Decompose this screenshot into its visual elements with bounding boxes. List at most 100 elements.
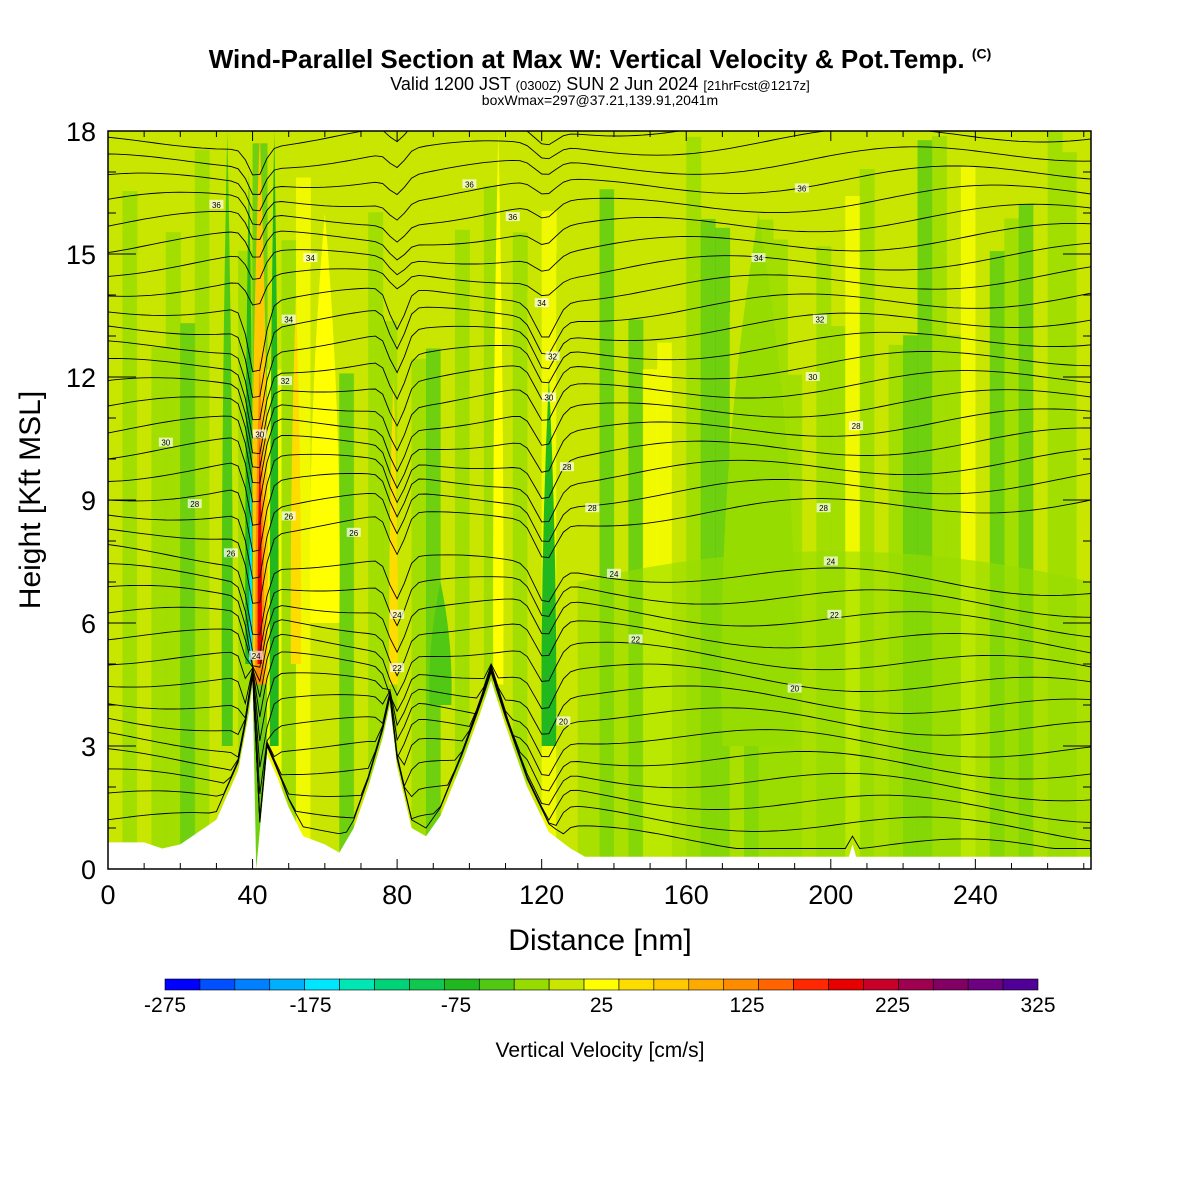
theta-label-bg xyxy=(827,609,842,619)
updraft-core xyxy=(493,131,504,685)
chart-title: Wind-Parallel Section at Max W: Vertical… xyxy=(208,44,992,74)
field-cell xyxy=(194,149,210,869)
updraft-core xyxy=(257,438,263,664)
theta-contour xyxy=(108,350,1091,455)
colorbar-swatch xyxy=(653,978,690,991)
theta-label: 36 xyxy=(465,180,474,189)
theta-contour xyxy=(108,584,1091,668)
theta-contour xyxy=(108,131,1091,195)
theta-label-bg xyxy=(794,183,809,193)
colorbar-swatch xyxy=(758,978,794,991)
theta-label: 24 xyxy=(610,570,619,579)
theta-label-bg xyxy=(390,609,405,619)
theta-label-bg xyxy=(823,556,838,566)
theta-label-bg xyxy=(534,298,549,308)
colorbar-tick-label: -175 xyxy=(289,994,331,1017)
theta-label: 32 xyxy=(815,316,824,325)
field-cell xyxy=(440,189,456,869)
theta-label: 20 xyxy=(559,717,568,726)
colorbar-swatch xyxy=(898,978,934,991)
theta-label-bg xyxy=(209,199,224,209)
field-cell xyxy=(136,255,152,869)
theta-label: 30 xyxy=(255,430,264,439)
theta-label-bg xyxy=(812,314,827,324)
theta-label-bg xyxy=(787,683,802,693)
theta-label-bg xyxy=(281,511,296,521)
colorbar-swatch xyxy=(548,978,585,991)
theta-label: 28 xyxy=(852,422,861,431)
y-tick-label: 15 xyxy=(66,240,96,270)
colorbar-swatch xyxy=(583,978,620,991)
theta-contour xyxy=(108,544,1091,636)
theta-label-bg xyxy=(252,429,267,439)
colorbar-tick-label: 225 xyxy=(875,994,910,1017)
x-tick-label: 80 xyxy=(382,880,412,910)
theta-contour xyxy=(108,222,1091,280)
field-cell xyxy=(353,188,369,869)
theta-label: 28 xyxy=(190,500,199,509)
field-cell xyxy=(180,323,196,869)
theta-label-bg xyxy=(849,421,864,431)
x-tick-label: 200 xyxy=(808,880,853,910)
theta-contour xyxy=(108,184,1091,243)
colorbar-tick-label: 125 xyxy=(729,994,764,1017)
theta-label: 34 xyxy=(537,299,546,308)
colorbar-swatch xyxy=(444,978,480,991)
x-tick-label: 160 xyxy=(664,880,709,910)
theta-label-bg xyxy=(628,634,643,644)
field-band xyxy=(577,551,1091,869)
theta-contour xyxy=(108,664,1091,768)
field-cell xyxy=(527,290,543,869)
theta-label-bg xyxy=(606,568,621,578)
theta-label: 26 xyxy=(226,549,235,558)
theta-contour xyxy=(108,666,1091,819)
colorbar-swatch xyxy=(513,978,550,991)
theta-label-bg xyxy=(556,716,571,726)
theta-contour xyxy=(108,498,1091,604)
theta-label-bg xyxy=(462,179,477,189)
theta-label: 30 xyxy=(161,439,170,448)
y-tick-label: 12 xyxy=(66,363,96,393)
y-tick-label: 3 xyxy=(81,732,96,762)
downdraft-core xyxy=(721,213,796,746)
colorbar-swatch xyxy=(478,978,515,991)
theta-contour xyxy=(108,665,1091,795)
theta-label-bg xyxy=(545,351,560,361)
theta-label: 26 xyxy=(284,512,293,521)
theta-label-bg xyxy=(158,437,173,447)
theta-label-bg xyxy=(805,372,820,381)
theta-contour xyxy=(108,667,1091,820)
vertical-velocity-field xyxy=(108,131,1091,869)
theta-label: 30 xyxy=(544,394,553,403)
colorbar-swatch xyxy=(863,978,899,991)
colorbar-swatch xyxy=(828,978,864,991)
colorbar-swatch xyxy=(688,978,725,991)
updraft-core xyxy=(309,213,340,623)
colorbar-swatch xyxy=(304,978,340,991)
colorbar-swatch xyxy=(374,978,410,991)
colorbar-swatch xyxy=(409,978,445,991)
x-tick-label: 120 xyxy=(519,880,564,910)
theta-contour xyxy=(108,266,1091,373)
theta-contour xyxy=(108,146,1091,212)
colorbar-swatch xyxy=(269,978,305,991)
x-axis-label: Distance [nm] xyxy=(508,924,691,957)
colorbar-tick-label: 25 xyxy=(590,994,613,1017)
theta-label-bg xyxy=(346,527,361,537)
colorbar-label: Vertical Velocity [cm/s] xyxy=(496,1039,705,1062)
field-cell xyxy=(512,232,528,869)
theta-label: 34 xyxy=(754,254,763,263)
colorbar-swatch xyxy=(793,978,829,991)
colorbar-swatch xyxy=(234,978,271,991)
theta-contour xyxy=(108,448,1091,553)
colorbar-swatch xyxy=(932,978,969,991)
field-cell xyxy=(339,373,355,869)
theta-label: 36 xyxy=(212,201,221,210)
theta-label: 28 xyxy=(588,504,597,513)
field-cell xyxy=(397,217,413,869)
theta-label: 36 xyxy=(508,213,517,222)
colorbar-tick-label: -75 xyxy=(441,994,471,1017)
theta-contour xyxy=(108,628,1091,698)
theta-contour xyxy=(108,472,1091,579)
